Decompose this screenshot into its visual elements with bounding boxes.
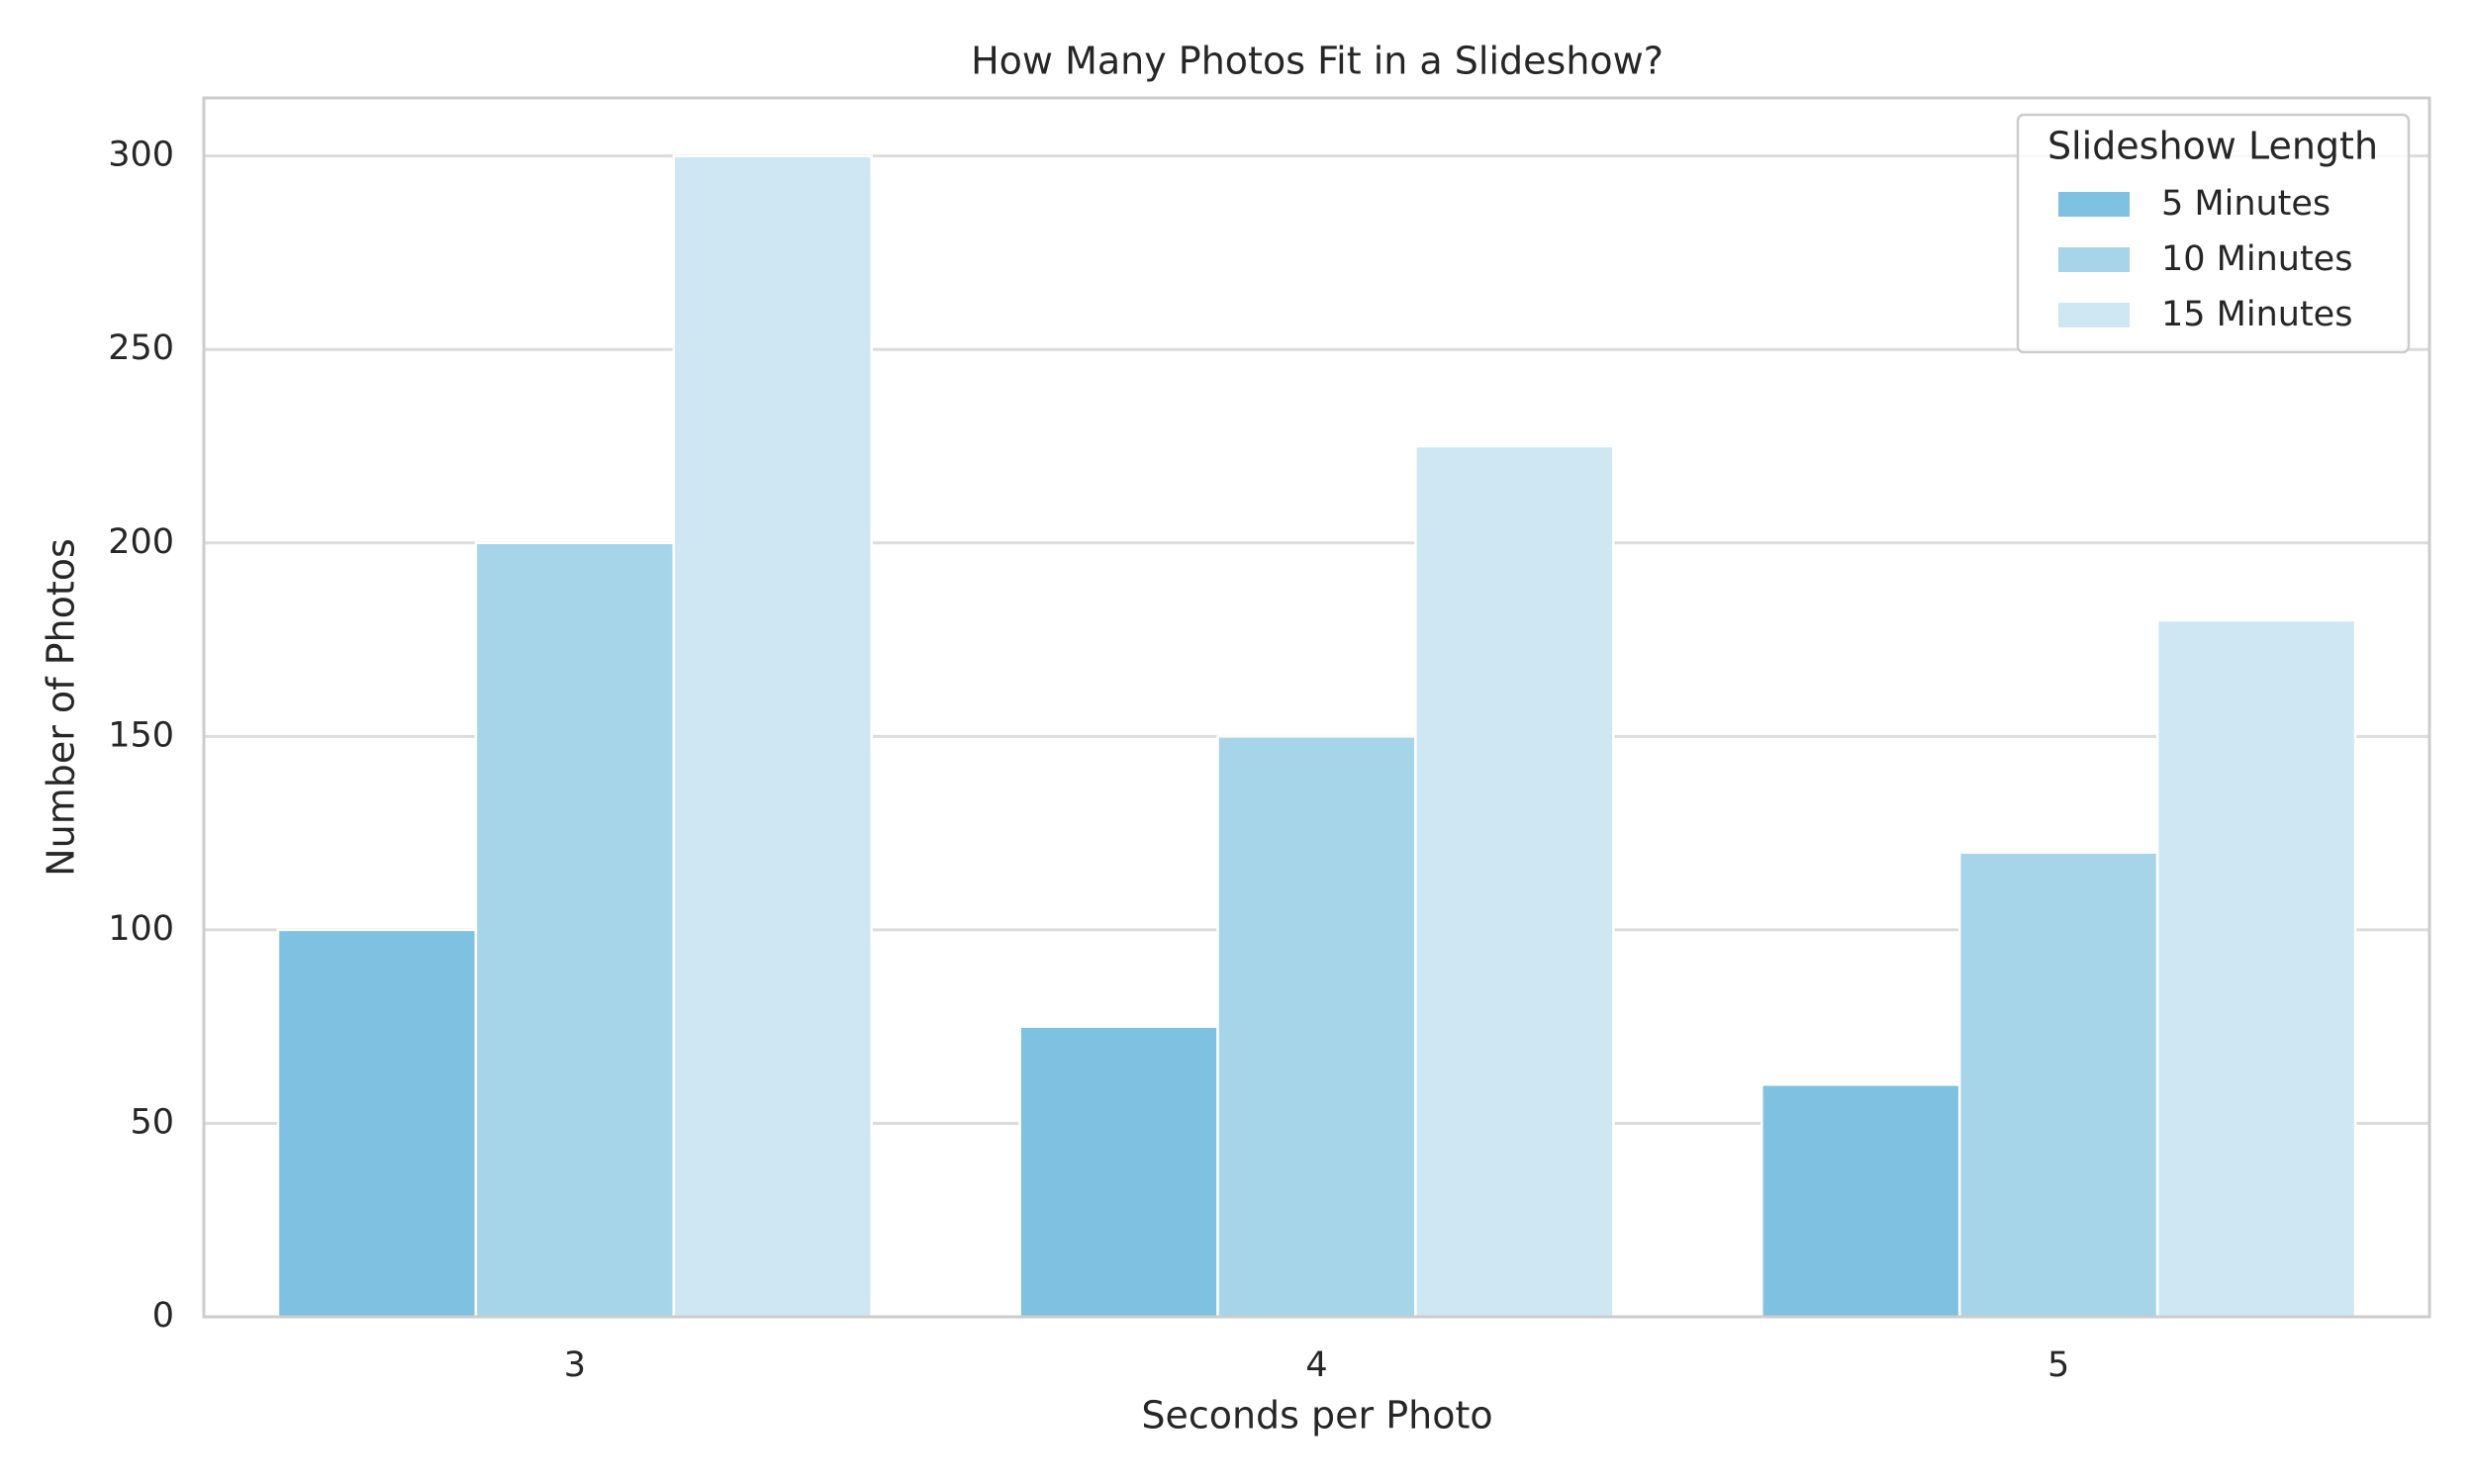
legend-label: 10 Minutes <box>2161 239 2352 279</box>
y-tick-label: 0 <box>152 1296 174 1336</box>
y-axis-label: Number of Photos <box>40 538 83 877</box>
bar <box>1760 1083 1961 1319</box>
y-tick-label: 50 <box>130 1102 174 1142</box>
x-axis-label: Seconds per Photo <box>1141 1394 1492 1438</box>
y-tick-label: 250 <box>108 328 174 368</box>
legend-label: 15 Minutes <box>2161 295 2352 334</box>
y-tick-label: 100 <box>108 909 174 949</box>
bar <box>276 928 478 1319</box>
plot-frame <box>202 96 2431 1319</box>
bar <box>2155 618 2357 1319</box>
legend-swatch <box>2058 192 2130 217</box>
legend-swatch <box>2058 303 2130 327</box>
y-tick-label: 300 <box>108 136 174 175</box>
legend-label: 5 Minutes <box>2161 184 2331 224</box>
x-tick-label: 4 <box>1305 1345 1327 1385</box>
bar <box>1414 444 1615 1319</box>
y-tick-label: 150 <box>108 715 174 755</box>
x-tick-label: 5 <box>2047 1345 2069 1385</box>
bar <box>474 541 676 1319</box>
legend-swatch <box>2058 247 2130 272</box>
x-tick-label: 3 <box>564 1345 586 1385</box>
bar <box>1216 735 1417 1319</box>
legend-title: Slideshow Length <box>2047 125 2378 168</box>
chart-title: How Many Photos Fit in a Slideshow? <box>971 40 1664 83</box>
bar <box>672 154 873 1319</box>
bar <box>1018 1025 1219 1319</box>
legend-box <box>2016 113 2411 354</box>
bar <box>1957 851 2159 1319</box>
y-tick-label: 200 <box>108 522 174 562</box>
